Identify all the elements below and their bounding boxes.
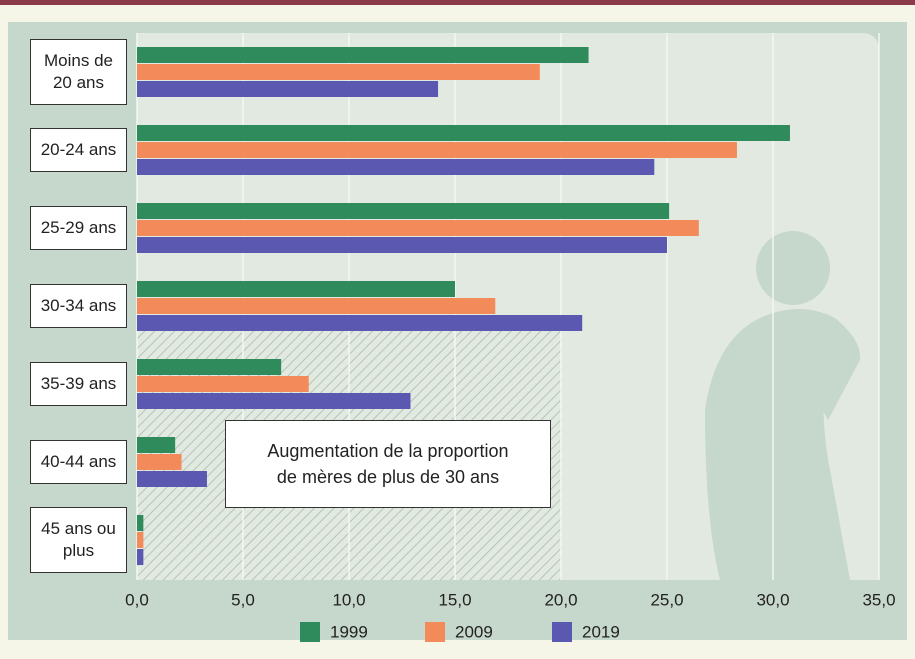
category-text: Moins de 20 ans: [39, 50, 119, 94]
legend-label: 1999: [330, 622, 368, 641]
category-text: 25-29 ans: [39, 217, 119, 239]
bar: [137, 64, 540, 80]
x-tick-label: 15,0: [438, 590, 471, 609]
annotation-line: Augmentation de la proportion: [267, 438, 508, 464]
category-text: 20-24 ans: [39, 139, 119, 161]
category-text: 30-34 ans: [39, 295, 119, 317]
legend-swatch: [425, 622, 445, 642]
x-tick-label: 35,0: [862, 590, 895, 609]
bar: [137, 298, 495, 314]
bar: [137, 125, 790, 141]
category-label: 40-44 ans: [30, 440, 127, 484]
category-label: Moins de 20 ans: [30, 39, 127, 105]
category-text: 45 ans ou plus: [39, 518, 119, 562]
category-label: 35-39 ans: [30, 362, 127, 406]
legend-label: 2019: [582, 622, 620, 641]
category-text: 35-39 ans: [39, 373, 119, 395]
bar: [137, 142, 737, 158]
x-tick-label: 30,0: [756, 590, 789, 609]
bar: [137, 515, 143, 531]
bar: [137, 393, 410, 409]
category-text: 40-44 ans: [39, 451, 119, 473]
bar: [137, 532, 143, 548]
legend-swatch: [300, 622, 320, 642]
x-tick-label: 25,0: [650, 590, 683, 609]
x-tick-label: 20,0: [544, 590, 577, 609]
category-label: 45 ans ou plus: [30, 507, 127, 573]
x-tick-label: 5,0: [231, 590, 255, 609]
legend-swatch: [552, 622, 572, 642]
chart: 0,0 5,0 10,0 15,0 20,0 25,0 30,0 35,0 1999 2009 20…: [0, 0, 915, 659]
top-bar: [0, 0, 915, 5]
bar: [137, 437, 175, 453]
category-label: 30-34 ans: [30, 284, 127, 328]
bar: [137, 454, 182, 470]
bar: [137, 203, 669, 219]
annotation-line: de mères de plus de 30 ans: [277, 464, 499, 490]
category-label: 20-24 ans: [30, 128, 127, 172]
bar: [137, 237, 667, 253]
x-tick-label: 10,0: [332, 590, 365, 609]
bar: [137, 359, 281, 375]
bar: [137, 376, 309, 392]
bar: [137, 81, 438, 97]
bar: [137, 315, 582, 331]
category-label: 25-29 ans: [30, 206, 127, 250]
bar: [137, 281, 455, 297]
page: 0,0 5,0 10,0 15,0 20,0 25,0 30,0 35,0 1999 2009 20…: [0, 0, 915, 659]
bar: [137, 549, 143, 565]
bar: [137, 471, 207, 487]
bar: [137, 220, 699, 236]
legend-label: 2009: [455, 622, 493, 641]
bar: [137, 159, 654, 175]
bar: [137, 47, 589, 63]
x-tick-label: 0,0: [125, 590, 149, 609]
